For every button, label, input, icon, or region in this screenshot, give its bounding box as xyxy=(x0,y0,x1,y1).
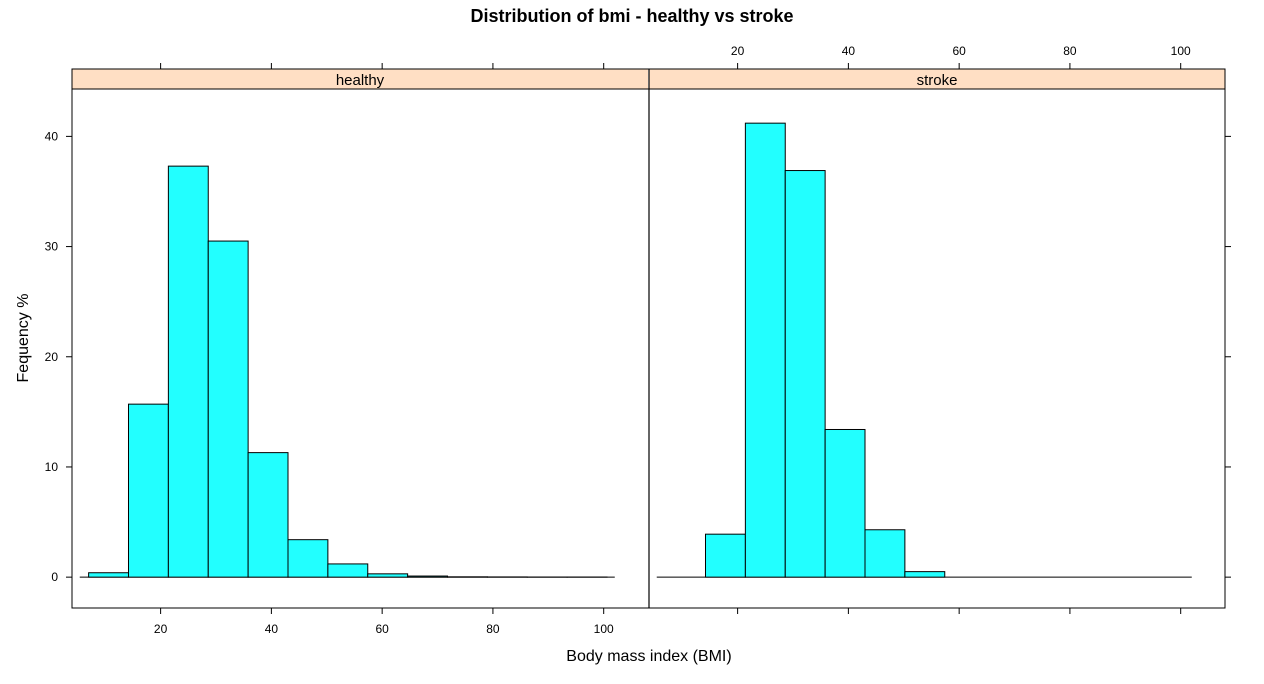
bar-stroke-0 xyxy=(704,533,746,578)
bar-healthy-6 xyxy=(327,563,369,578)
bar-stroke-2 xyxy=(784,170,826,578)
bar-healthy-7 xyxy=(367,573,409,578)
x-tick-label-top-60: 60 xyxy=(952,44,966,58)
y-tick-label-40: 40 xyxy=(45,129,59,143)
x-tick-label-top-80: 80 xyxy=(1063,44,1077,58)
bar-stroke-3 xyxy=(824,428,866,578)
x-tick-label-bottom-80: 80 xyxy=(486,622,500,636)
panels-layer: healthy stroke 20 20 40 40 60 60 80 80 100 100 0 10 20… xyxy=(45,44,1231,636)
bar-stroke-5 xyxy=(904,571,946,578)
bar-stroke-1 xyxy=(744,122,786,578)
strip-stroke xyxy=(649,69,1225,89)
y-tick-label-0: 0 xyxy=(51,570,58,584)
y-tick-label-10: 10 xyxy=(45,460,59,474)
y-tick-label-30: 30 xyxy=(45,240,59,254)
x-tick-label-top-40: 40 xyxy=(842,44,856,58)
strip-label-healthy: healthy xyxy=(336,72,385,89)
panel-healthy: healthy xyxy=(72,69,648,578)
x-tick-label-top-20: 20 xyxy=(731,44,745,58)
strip-label-stroke: stroke xyxy=(917,72,958,89)
bar-healthy-4 xyxy=(247,452,289,578)
bar-healthy-3 xyxy=(207,240,249,578)
panel-stroke: stroke xyxy=(649,69,1225,578)
y-tick-label-20: 20 xyxy=(45,350,59,364)
bar-healthy-2 xyxy=(167,165,209,578)
bar-healthy-5 xyxy=(287,539,329,578)
bar-healthy-0 xyxy=(88,572,129,578)
x-tick-label-bottom-40: 40 xyxy=(265,622,279,636)
bar-stroke-4 xyxy=(864,529,906,578)
x-tick-label-bottom-20: 20 xyxy=(154,622,168,636)
y-axis-title: Fequency % xyxy=(15,294,32,383)
chart-title: Distribution of bmi - healthy vs stroke xyxy=(470,6,793,26)
x-axis-title: Body mass index (BMI) xyxy=(566,648,731,665)
strip-healthy xyxy=(72,69,648,89)
x-tick-label-bottom-100: 100 xyxy=(594,622,614,636)
bar-healthy-8 xyxy=(407,575,449,578)
x-tick-label-top-100: 100 xyxy=(1171,44,1191,58)
x-tick-label-bottom-60: 60 xyxy=(375,622,389,636)
bar-healthy-1 xyxy=(127,403,169,578)
